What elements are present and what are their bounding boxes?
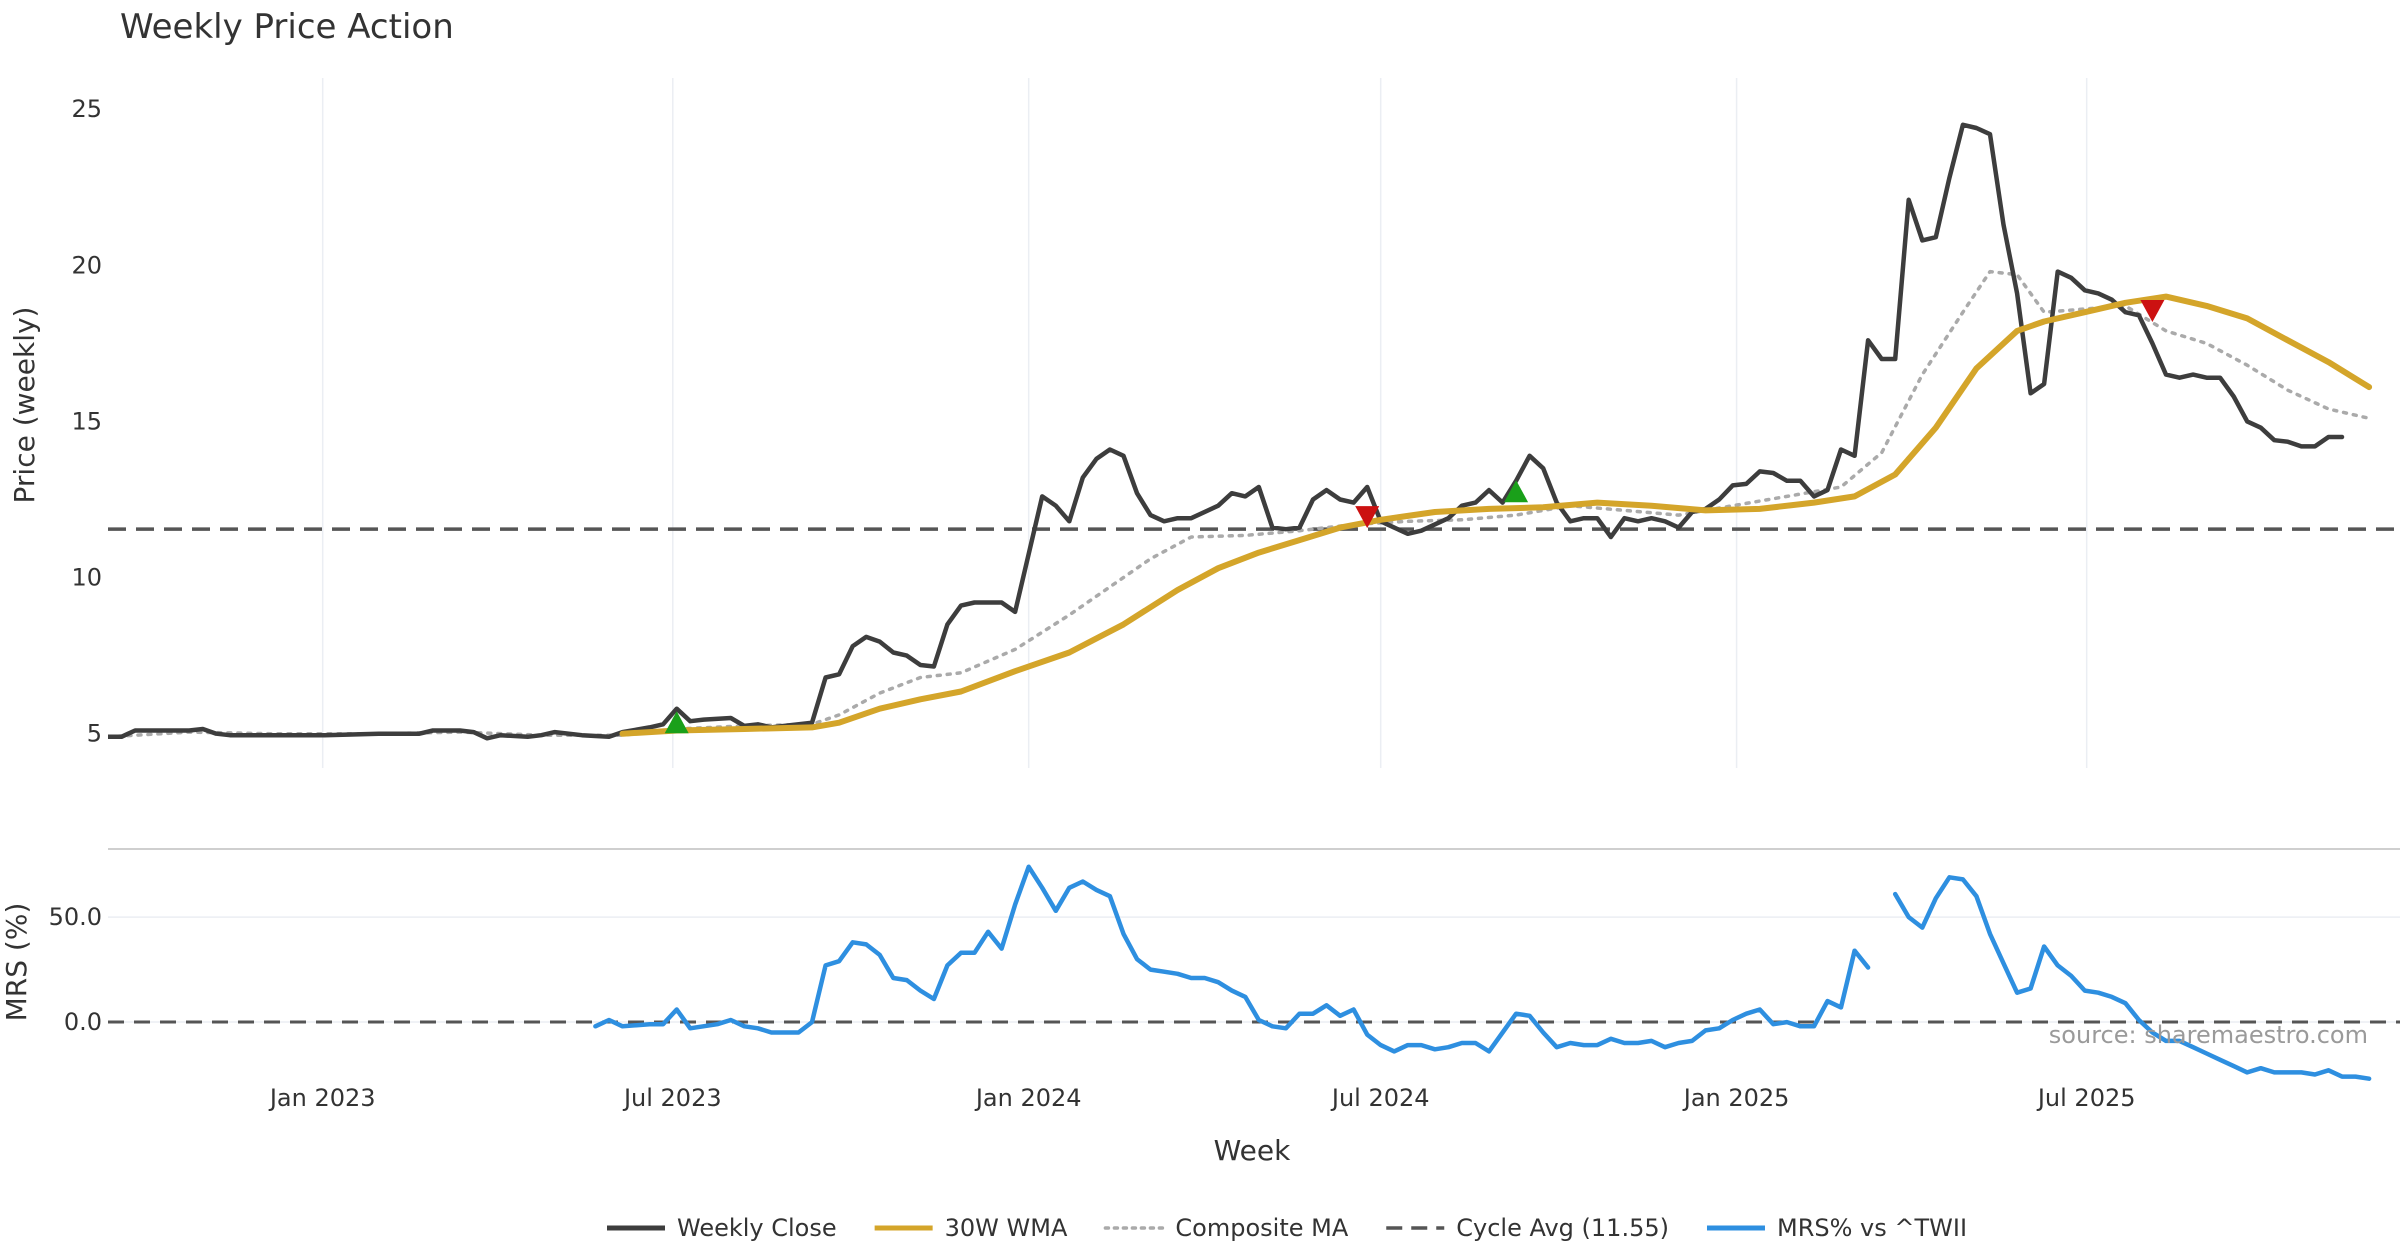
legend-item: 30W WMA [874, 1214, 1068, 1242]
legend-label: Composite MA [1175, 1214, 1348, 1242]
legend-label: 30W WMA [945, 1214, 1068, 1242]
sell-signal-marker [2140, 300, 2165, 322]
x-axis-title: Week [1214, 1134, 1291, 1167]
buy-signal-marker [664, 711, 689, 734]
legend-item: Composite MA [1103, 1214, 1349, 1242]
price-y-tick-label: 15 [71, 407, 102, 435]
wma30-line [619, 293, 2373, 737]
price-y-tick-label: 10 [71, 564, 102, 592]
legend-item: MRS% vs ^TWII [1706, 1214, 1967, 1242]
x-tick-label: Jan 2023 [268, 1084, 376, 1112]
ticks: Jan 2023 Jul 2023 Jan 2024 Jul 2024 Jan 2025… [49, 95, 2136, 1112]
mrs-line [1892, 875, 2372, 1081]
price-y-tick-label: 20 [71, 251, 102, 279]
mrs-axis-title: MRS (%) [0, 903, 33, 1022]
x-tick-label: Jul 2024 [1330, 1084, 1430, 1112]
series [108, 122, 2373, 1081]
x-tick-label: Jan 2024 [974, 1084, 1082, 1112]
mrs-y-tick-label: 50.0 [49, 903, 102, 931]
sell-signal-marker [1355, 506, 1380, 529]
x-tick-label: Jan 2025 [1682, 1084, 1790, 1112]
price-y-tick-label: 5 [87, 720, 102, 748]
legend: Weekly Close 30W WMA Composite MA Cycle Avg… [607, 1214, 1967, 1242]
x-tick-label: Jul 2025 [2036, 1084, 2136, 1112]
legend-label: Cycle Avg (11.55) [1456, 1214, 1669, 1242]
mrs-y-tick-label: 0.0 [64, 1008, 102, 1036]
legend-item: Cycle Avg (11.55) [1386, 1214, 1669, 1242]
reference-lines [108, 527, 2400, 1024]
weekly-close-line [108, 122, 2345, 741]
legend-label: MRS% vs ^TWII [1777, 1214, 1967, 1242]
x-tick-label: Jul 2023 [622, 1084, 722, 1112]
mrs-line [593, 864, 1871, 1054]
price-axis-title: Price (weekly) [8, 307, 41, 504]
buy-signal-marker [1504, 480, 1529, 503]
legend-item: Weekly Close [607, 1214, 837, 1242]
signal-markers [664, 300, 2165, 734]
price-y-tick-label: 25 [71, 95, 102, 123]
chart-title: Weekly Price Action [120, 7, 454, 47]
source-credit: source: sharemaestro.com [2049, 1021, 2368, 1049]
legend-label: Weekly Close [677, 1214, 837, 1242]
